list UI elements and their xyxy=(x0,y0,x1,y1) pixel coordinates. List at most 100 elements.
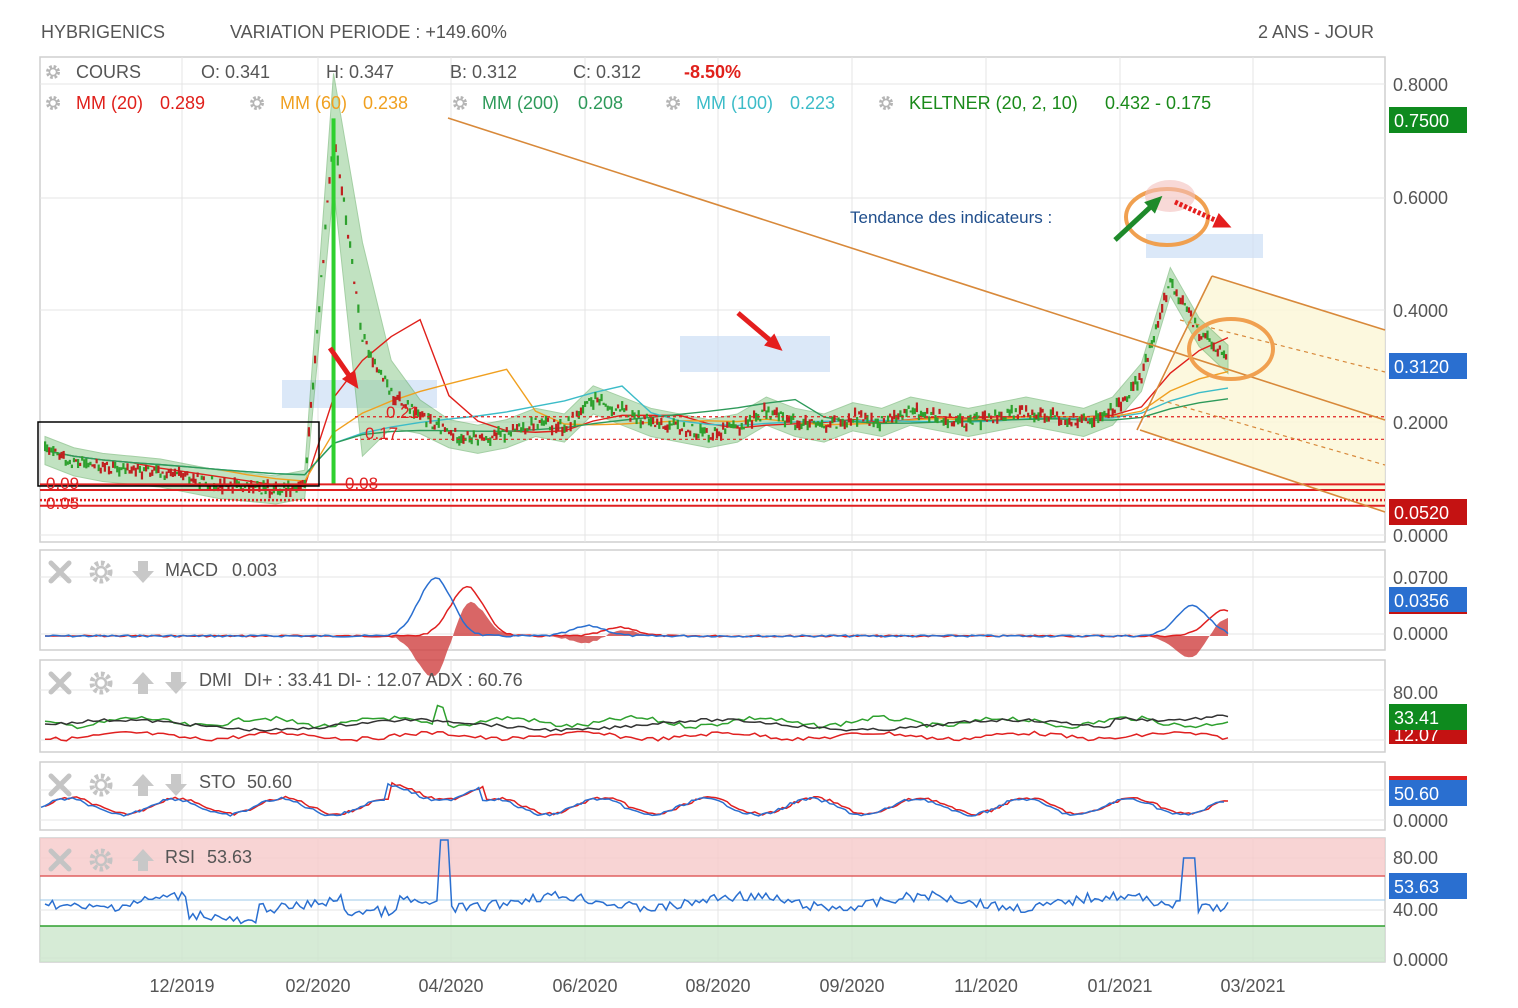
price-candle xyxy=(443,427,447,432)
price-candle xyxy=(856,416,859,427)
price-candle xyxy=(730,423,733,429)
price-candle xyxy=(985,419,989,422)
price-candle xyxy=(493,429,496,437)
price-candle xyxy=(447,431,451,435)
price-candle xyxy=(963,425,966,428)
price-candle xyxy=(324,224,327,230)
price-candle xyxy=(429,414,432,424)
trend-line xyxy=(1211,275,1386,331)
last-price-badge xyxy=(1389,353,1467,379)
sto-current-badge xyxy=(1389,780,1467,806)
price-candle xyxy=(903,408,906,414)
price-candle xyxy=(732,420,735,429)
price-candle xyxy=(621,401,624,411)
price-candle xyxy=(1196,324,1199,328)
price-candle xyxy=(750,420,754,429)
price-candle xyxy=(452,433,455,441)
price-candle xyxy=(1146,357,1149,362)
price-candle xyxy=(342,197,346,202)
price-candle xyxy=(190,478,193,482)
price-candle xyxy=(318,306,321,313)
price-candle xyxy=(641,421,644,425)
price-candle xyxy=(346,234,350,239)
price-candle xyxy=(450,429,453,436)
trend-line xyxy=(1139,429,1386,513)
price-candle xyxy=(66,461,69,465)
price-candle xyxy=(480,433,484,441)
price-candle xyxy=(116,465,119,473)
price-candle xyxy=(952,420,956,427)
sto-header: STO 50.60 50.60 0.0000 xyxy=(51,772,1467,831)
price-candle xyxy=(239,486,242,490)
price-candle xyxy=(565,426,568,432)
price-candle xyxy=(511,424,515,431)
price-candle xyxy=(1043,413,1046,423)
price-candle xyxy=(1012,415,1015,420)
price-candle xyxy=(884,421,888,424)
price-candle xyxy=(851,419,855,423)
price-candle xyxy=(177,466,181,476)
price-candle xyxy=(761,409,764,413)
price-candle xyxy=(977,415,980,418)
price-candle xyxy=(544,415,548,425)
price-candle xyxy=(1165,295,1168,303)
panel-frame xyxy=(39,761,1386,831)
macd-line xyxy=(44,577,1229,638)
price-candle xyxy=(384,375,387,380)
price-candle xyxy=(382,377,385,382)
sto-value: 50.60 xyxy=(247,772,292,792)
price-candle xyxy=(1103,410,1106,417)
price-candle xyxy=(1008,409,1011,417)
price-candle xyxy=(200,475,203,480)
price-candle xyxy=(186,471,189,476)
price-candle xyxy=(293,485,296,491)
price-candle xyxy=(159,473,162,478)
price-candle xyxy=(724,428,727,434)
price-candle xyxy=(853,407,857,417)
panel-frame xyxy=(39,549,1386,651)
price-candle xyxy=(305,457,308,464)
price-candle xyxy=(1144,353,1147,363)
price-candle xyxy=(87,462,90,468)
macd-signal-line xyxy=(45,585,1229,638)
price-candle xyxy=(1058,416,1061,426)
price-candle xyxy=(744,417,747,425)
quote-label: COURS xyxy=(76,62,141,82)
price-candle xyxy=(93,464,96,469)
price-candle xyxy=(126,463,129,471)
price-candle xyxy=(829,421,832,428)
price-candle xyxy=(1002,416,1005,421)
price-candle xyxy=(377,369,381,374)
down-arrow-head xyxy=(1212,213,1232,228)
price-candle xyxy=(417,409,420,417)
price-candle xyxy=(1101,412,1104,422)
price-candle xyxy=(635,418,638,425)
price-candle xyxy=(775,407,778,416)
price-candle xyxy=(769,416,772,420)
price-candle xyxy=(771,410,774,416)
price-candle xyxy=(818,422,822,427)
price-candle xyxy=(788,415,791,423)
price-candle xyxy=(161,471,164,474)
period-selector[interactable]: 2 ANS - JOUR xyxy=(1258,22,1374,42)
dmi-minus-line xyxy=(44,730,1229,742)
price-candle xyxy=(598,398,601,406)
price-candle xyxy=(849,418,853,426)
price-candle xyxy=(1212,342,1215,352)
price-candle xyxy=(74,459,78,462)
price-candle xyxy=(538,420,541,424)
price-candle xyxy=(569,422,572,432)
price-candle xyxy=(130,466,133,474)
price-candle xyxy=(773,409,776,416)
dmi-plus-badge xyxy=(1389,704,1467,730)
price-candle xyxy=(934,415,937,423)
price-candle xyxy=(281,489,284,493)
price-candle xyxy=(437,418,440,428)
price-candle xyxy=(928,416,931,423)
price-candle xyxy=(1070,421,1073,427)
price-candle xyxy=(482,437,486,441)
price-candle xyxy=(309,401,313,408)
price-tick: 0.2000 xyxy=(1393,413,1448,433)
price-candle xyxy=(651,417,655,425)
price-candle xyxy=(625,404,628,411)
